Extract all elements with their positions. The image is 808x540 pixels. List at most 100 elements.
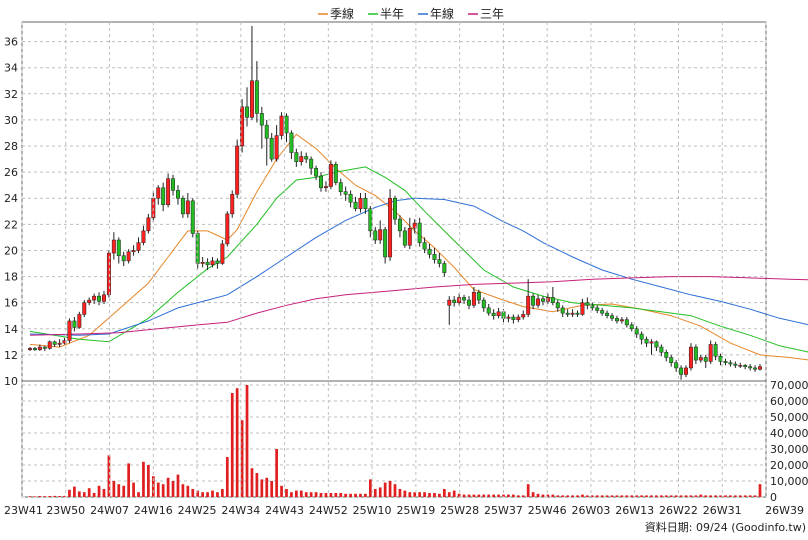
- candle-body: [412, 222, 417, 229]
- candle-body: [111, 239, 116, 254]
- volume-bar: [280, 485, 283, 497]
- x-tick-label: 23W41: [4, 504, 43, 517]
- candle-body: [521, 314, 526, 318]
- volume-bar: [709, 495, 713, 497]
- candle-body: [481, 299, 486, 309]
- volume-bar: [265, 477, 269, 497]
- x-tick-label: 25W10: [353, 504, 392, 517]
- volume-bar: [487, 494, 491, 497]
- volume-bar: [586, 495, 589, 497]
- volume-bar: [181, 484, 185, 497]
- volume-bar: [240, 420, 244, 497]
- candle-body: [131, 250, 136, 253]
- candle-body: [195, 233, 200, 264]
- candle-body: [77, 314, 82, 328]
- candle-body: [348, 194, 353, 203]
- volume-bar: [201, 492, 204, 497]
- candle-body: [215, 260, 220, 264]
- candle-body: [28, 348, 32, 350]
- price-tick-label: 14: [4, 323, 18, 336]
- volume-bar: [581, 494, 584, 497]
- candle-body: [457, 297, 462, 303]
- volume-bar: [142, 461, 145, 497]
- volume-bar: [472, 494, 476, 497]
- volume-tick-label: 30,000: [770, 443, 808, 456]
- candle-body: [126, 251, 131, 262]
- candle-body: [225, 213, 230, 245]
- volume-bar: [196, 490, 200, 497]
- candle-body: [476, 291, 481, 301]
- candle-body: [358, 197, 363, 209]
- volume-bar: [63, 495, 66, 497]
- candle-body: [422, 242, 427, 250]
- volume-bar: [467, 494, 471, 497]
- x-tick-label: 24W52: [309, 504, 348, 517]
- candle-body: [644, 338, 649, 344]
- candle-body: [185, 200, 190, 215]
- candle-body: [116, 239, 121, 256]
- volume-bar: [684, 495, 688, 497]
- volume-bar: [82, 492, 86, 497]
- price-tick-label: 30: [4, 114, 18, 127]
- x-tick-label: 25W19: [396, 504, 435, 517]
- candle-body: [738, 365, 743, 367]
- volume-bar: [600, 495, 604, 497]
- x-tick-label: 24W43: [265, 504, 304, 517]
- volume-bar: [349, 493, 352, 497]
- volume-bar: [507, 494, 510, 497]
- candle-body: [171, 178, 176, 191]
- volume-bar: [87, 488, 91, 497]
- volume-tick-label: 0: [770, 491, 777, 504]
- volume-bar: [664, 495, 668, 497]
- volume-bar: [566, 495, 569, 497]
- candle-body: [82, 302, 87, 315]
- candle-body: [654, 341, 659, 348]
- candle-body: [52, 341, 57, 345]
- candle-body: [407, 228, 412, 246]
- candle-body: [259, 113, 264, 126]
- candle-body: [437, 259, 442, 264]
- candle-body: [309, 158, 314, 169]
- candle-body: [274, 135, 279, 160]
- candle-body: [624, 319, 629, 326]
- candle-body: [669, 357, 674, 363]
- volume-bar: [102, 489, 106, 497]
- price-tick-label: 10: [4, 375, 18, 388]
- volume-bar: [43, 496, 47, 497]
- candle-body: [323, 186, 328, 189]
- volume-bar: [556, 495, 560, 497]
- volume-bar: [354, 493, 357, 497]
- candle-body: [610, 315, 615, 319]
- candle-body: [175, 190, 180, 199]
- volume-bar: [497, 494, 500, 497]
- legend-label: 半年: [380, 7, 404, 21]
- candle-body: [753, 367, 758, 370]
- volume-bar: [117, 484, 121, 497]
- candle-body: [393, 197, 397, 220]
- candle-body: [605, 312, 610, 316]
- ma-line-half-year-ma: [29, 166, 808, 353]
- volume-bar: [270, 481, 274, 497]
- data-date-footer: 資料日期: 09/24 (Goodinfo.tw): [645, 520, 806, 534]
- candle-body: [619, 319, 624, 322]
- volume-bar: [166, 477, 170, 497]
- candle-body: [264, 124, 269, 139]
- x-tick-label: 23W50: [46, 504, 85, 517]
- candle-body: [47, 341, 52, 349]
- legend-label: 季線: [330, 6, 354, 21]
- candle-body: [106, 252, 111, 296]
- candle-body: [743, 365, 748, 367]
- volume-bar: [68, 489, 71, 497]
- candle-body: [32, 348, 37, 350]
- volume-bar: [216, 492, 219, 497]
- x-tick-label: 26W39: [765, 504, 804, 517]
- volume-bar: [729, 495, 732, 497]
- candle-body: [102, 294, 106, 302]
- volume-bar: [147, 465, 150, 497]
- candle-body: [629, 324, 634, 330]
- volume-bar: [250, 468, 254, 497]
- candle-body: [249, 80, 254, 118]
- candle-body: [284, 115, 289, 134]
- volume-bar: [137, 492, 140, 497]
